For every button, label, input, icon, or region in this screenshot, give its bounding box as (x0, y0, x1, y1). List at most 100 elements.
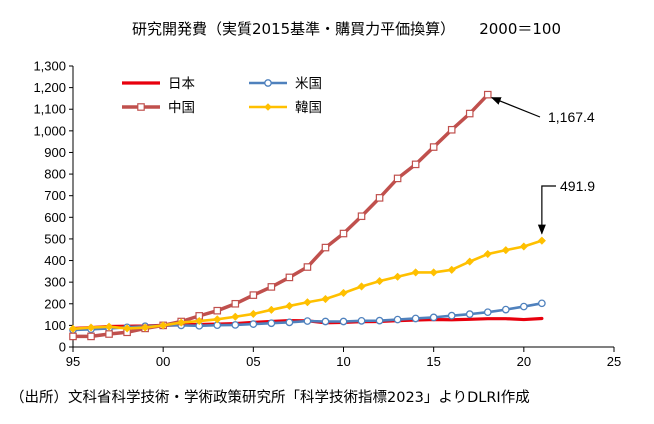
chart-title-main: 研究開発費（実質2015基準・購買力平価換算） (132, 20, 456, 38)
y-tick-label: 500 (44, 231, 66, 246)
data-point (303, 263, 312, 271)
data-point (357, 316, 366, 325)
data-point (538, 299, 546, 308)
data-point (501, 246, 510, 255)
y-tick-label: 700 (44, 188, 66, 203)
annotation-arrow (537, 185, 556, 235)
data-point (393, 174, 402, 183)
data-point (411, 314, 420, 323)
x-tick-label: 95 (66, 354, 80, 369)
data-point (339, 229, 348, 238)
legend-swatch-marker (264, 103, 272, 111)
x-tick-label: 25 (607, 354, 621, 369)
data-point (447, 125, 456, 134)
chart-subtitle: 2000＝100 (479, 20, 561, 38)
data-point (249, 320, 258, 328)
data-point (140, 323, 150, 332)
series-line (71, 92, 490, 339)
data-point (249, 291, 258, 299)
y-tick-label: 600 (44, 210, 66, 225)
series-2 (69, 90, 492, 341)
x-tick-label: 10 (336, 354, 350, 369)
y-tick-label: 1,000 (33, 123, 66, 138)
data-point (267, 319, 276, 328)
data-point (86, 323, 96, 332)
data-point (122, 324, 132, 333)
data-point (501, 305, 510, 314)
legend-label: 米国 (295, 76, 322, 92)
data-point (447, 311, 456, 320)
data-point (375, 194, 384, 202)
y-tick-label: 800 (44, 167, 66, 182)
y-tick-label: 200 (44, 296, 66, 311)
y-tick-label: 1,200 (33, 80, 66, 95)
data-point (303, 317, 312, 325)
legend-swatch-marker (264, 79, 272, 87)
legend-item-0: 日本 (122, 76, 195, 92)
data-point (483, 249, 492, 259)
data-point (69, 332, 77, 341)
annotation-label: 491.9 (560, 178, 595, 194)
data-point (68, 324, 78, 333)
data-point (104, 322, 114, 331)
y-tick-label: 100 (44, 318, 66, 333)
data-point (285, 273, 294, 282)
y-tick-label: 400 (44, 253, 66, 268)
data-point (465, 257, 474, 266)
legend-item-2: 中国 (122, 100, 195, 116)
x-tick-label: 15 (426, 354, 440, 369)
data-point (231, 312, 240, 321)
data-point (303, 298, 312, 307)
y-tick-label: 900 (44, 145, 66, 160)
data-point (411, 268, 420, 277)
data-point (177, 318, 186, 327)
data-point (393, 272, 402, 281)
legend-item-3: 韓国 (249, 100, 322, 116)
data-point (465, 310, 474, 318)
data-point (231, 321, 240, 329)
legend-label: 韓国 (295, 100, 322, 116)
data-point (195, 316, 204, 326)
data-point (519, 302, 528, 311)
legend-item-1: 米国 (249, 76, 322, 92)
data-point (339, 317, 348, 326)
source-note: （出所）文科省科学技術・学術政策研究所「科学技術指標2023」よりDLRI作成 (10, 390, 530, 406)
data-point (393, 315, 402, 324)
data-point (213, 315, 222, 324)
data-point (321, 317, 330, 326)
data-point (285, 318, 294, 327)
data-point (285, 301, 294, 311)
y-tick-label: 1,300 (33, 59, 66, 74)
data-point (465, 109, 474, 118)
annotation-label: 1,167.4 (548, 109, 595, 125)
data-point (375, 276, 384, 286)
x-tick-label: 20 (517, 354, 531, 369)
y-tick-label: 1,100 (33, 102, 66, 117)
data-point (357, 212, 366, 221)
data-point (447, 265, 456, 274)
data-point (321, 294, 330, 304)
data-point (411, 160, 420, 169)
data-point (429, 143, 438, 151)
data-point (213, 306, 222, 315)
data-point (375, 316, 384, 325)
data-point (483, 308, 492, 317)
legend-label: 日本 (168, 76, 195, 92)
data-point (231, 299, 240, 308)
series-3 (68, 236, 547, 333)
x-tick-label: 05 (246, 354, 260, 369)
data-point (87, 332, 95, 341)
legend-label: 中国 (168, 100, 195, 116)
data-point (339, 288, 348, 298)
data-point (357, 282, 366, 291)
data-point (429, 268, 438, 277)
data-point (429, 313, 438, 322)
data-point (519, 242, 528, 251)
data-point (249, 309, 258, 319)
data-point (537, 236, 547, 245)
data-point (267, 283, 276, 291)
chart-title: 研究開発費（実質2015基準・購買力平価換算） 2000＝100 (0, 18, 654, 39)
legend-swatch-marker (137, 103, 145, 111)
data-point (321, 243, 330, 252)
